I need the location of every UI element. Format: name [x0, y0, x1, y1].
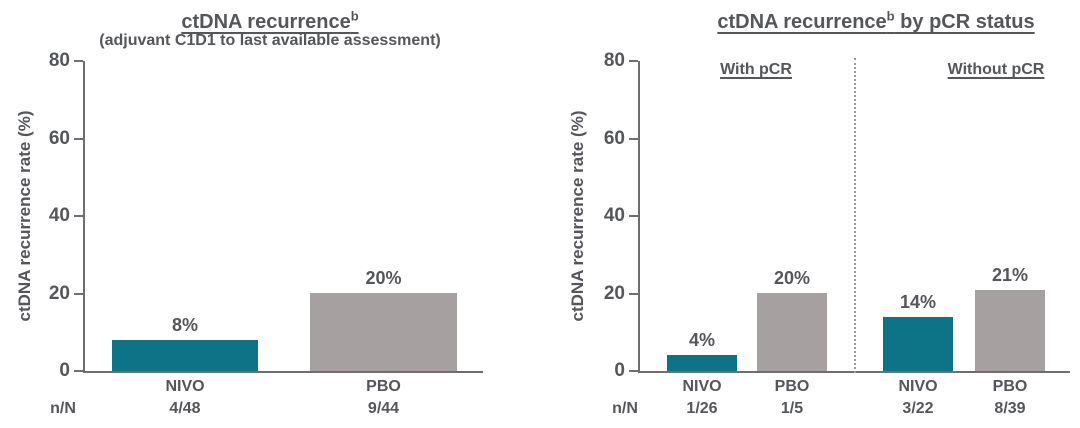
bar-category-label: PBO — [992, 378, 1028, 395]
bar-nivo — [883, 317, 953, 371]
bar-n-over-N-value: 8/39 — [994, 400, 1026, 417]
bar-n-over-N-value: 1/5 — [780, 400, 804, 417]
bar-value-label: 20% — [773, 268, 811, 288]
y-axis-tick — [629, 138, 638, 140]
bar-pbo — [757, 293, 827, 371]
y-axis-tick-label: 40 — [48, 205, 70, 226]
y-axis-tick — [74, 215, 83, 217]
y-axis-tick — [629, 370, 638, 372]
chart-title-underline: ctDNA recurrenceb by pCR status — [717, 8, 1035, 33]
bar-nivo — [112, 340, 258, 371]
chart-title-text: ctDNA recurrence — [717, 10, 887, 33]
bar-category-label: PBO — [774, 378, 810, 395]
chart-title-text: ctDNA recurrence — [181, 10, 351, 33]
pcr-group-divider-dotted-line — [854, 58, 856, 373]
y-axis-tick-label: 0 — [59, 360, 70, 381]
bar-value-label: 14% — [899, 292, 937, 312]
bar-value-label: 8% — [171, 315, 198, 335]
bar-category-label: NIVO — [682, 378, 722, 395]
y-axis-tick-label: 60 — [603, 128, 625, 149]
y-axis-line — [83, 61, 85, 373]
bar-pbo — [975, 290, 1045, 371]
y-axis-tick — [74, 293, 83, 295]
chart-title-underline: ctDNA recurrenceb — [181, 8, 359, 33]
bar-value-label: 21% — [991, 265, 1029, 285]
footnote-marker-b: b — [350, 8, 359, 23]
group-label-with-pcr: With pCR — [720, 61, 792, 78]
chart-title: ctDNA recurrenceb — [10, 3, 530, 35]
y-axis-tick-label: 80 — [603, 50, 625, 71]
y-axis-tick-label: 0 — [614, 360, 625, 381]
x-axis-line — [83, 371, 483, 373]
y-axis-tick — [74, 138, 83, 140]
bar-category-label: NIVO — [165, 378, 205, 395]
footnote-marker-b: b — [886, 8, 895, 23]
group-label-without-pcr: Without pCR — [947, 61, 1045, 78]
y-axis-tick-label: 60 — [48, 128, 70, 149]
y-axis-tick — [74, 60, 83, 62]
bar-n-over-N-value: 9/44 — [367, 400, 400, 417]
bar-category-label: NIVO — [898, 378, 938, 395]
chart-ctdna-recurrence-by-pcr: ctDNA recurrenceb by pCR status ctDNA re… — [540, 0, 1080, 428]
chart-title: ctDNA recurrenceb by pCR status — [672, 3, 1080, 35]
bar-n-over-N-value: 3/22 — [902, 400, 934, 417]
bar-pbo — [310, 293, 457, 371]
bar-n-over-N-value: 1/26 — [686, 400, 718, 417]
y-axis-tick-label: 40 — [603, 205, 625, 226]
chart-ctdna-recurrence: ctDNA recurrenceb (adjuvant C1D1 to last… — [10, 3, 530, 417]
bar-nivo — [667, 355, 737, 371]
bar-value-label: 4% — [688, 330, 715, 350]
bar-category-label: PBO — [366, 378, 401, 395]
y-axis-tick — [629, 215, 638, 217]
n-over-N-row-header: n/N — [612, 400, 638, 417]
y-axis-tick-label: 20 — [48, 283, 70, 304]
y-axis-tick — [74, 370, 83, 372]
y-axis-line — [638, 61, 640, 373]
y-axis-tick — [629, 293, 638, 295]
bar-n-over-N-value: 4/48 — [169, 400, 201, 417]
n-over-N-row-header: n/N — [50, 400, 76, 417]
y-axis-tick — [629, 60, 638, 62]
chart-title-suffix: by pCR status — [894, 10, 1035, 33]
chart-subtitle: (adjuvant C1D1 to last available assessm… — [99, 32, 441, 49]
y-axis-tick-label: 20 — [603, 283, 625, 304]
bar-value-label: 20% — [365, 268, 402, 288]
y-axis-tick-label: 80 — [48, 50, 70, 71]
